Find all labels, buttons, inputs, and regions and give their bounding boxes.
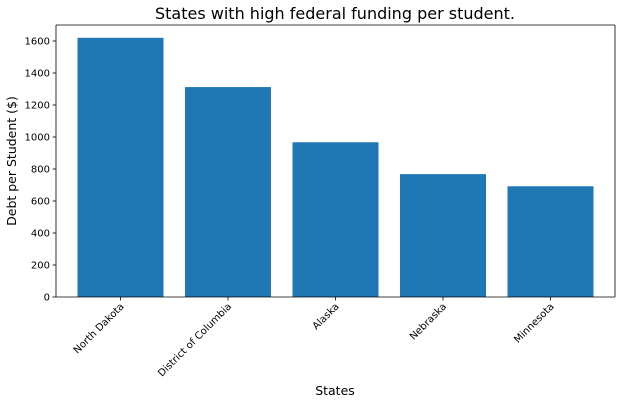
y-tick-label: 1200: [25, 101, 50, 112]
x-tick-label: District of Columbia: [156, 301, 234, 379]
y-tick-label: 600: [31, 197, 50, 208]
y-ticks-group: 0 200 400 600 800 1000 1200 1400 1600: [25, 37, 56, 304]
bar-north-dakota: [77, 37, 164, 298]
x-tick-label: Minnesota: [512, 301, 556, 345]
x-tick-label: North Dakota: [72, 301, 127, 356]
bar-nebraska: [400, 174, 486, 297]
bar-minnesota: [507, 186, 594, 297]
bars-group: [77, 37, 594, 298]
x-axis-label: States: [315, 383, 355, 398]
y-tick-label: 400: [31, 229, 50, 240]
bar-district-of-columbia: [185, 87, 271, 297]
y-tick-label: 1600: [25, 37, 50, 48]
y-axis-label: Debt per Student ($): [4, 96, 19, 226]
chart-title: States with high federal funding per stu…: [155, 4, 515, 23]
x-tick-label: Nebraska: [408, 301, 449, 342]
y-tick-label: 800: [31, 165, 50, 176]
x-ticks-group: North Dakota District of Columbia Alaska Ne…: [72, 297, 557, 379]
y-tick-label: 1400: [25, 69, 50, 80]
y-tick-label: 0: [44, 293, 50, 304]
y-tick-label: 200: [31, 261, 50, 272]
bar-alaska: [292, 142, 379, 297]
x-tick-label: Alaska: [311, 301, 342, 332]
y-tick-label: 1000: [25, 133, 50, 144]
